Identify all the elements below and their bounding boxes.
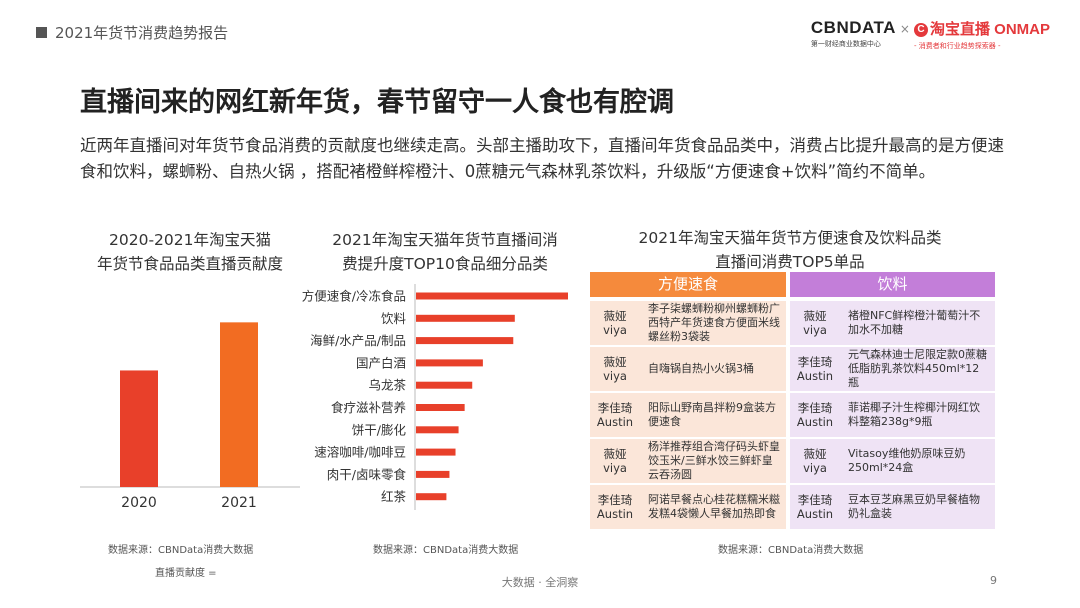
taobao-c-icon: C (913, 23, 928, 38)
product-name: 菲诺椰子汁生榨椰汁网红饮料整箱238g*9瓶 (848, 401, 980, 428)
host-name: 薇娅 viya (603, 355, 627, 383)
ytick-label: 肉干/卤味零食 (327, 467, 407, 482)
page-number: 9 (990, 574, 997, 587)
host-name: 李佳琦 Austin (596, 493, 634, 521)
host-name: 李佳琦 Austin (796, 355, 834, 383)
chart2-source: 数据来源：CBNData消费大数据 (373, 545, 519, 556)
table-header: 方便速食 (590, 272, 786, 297)
intro-paragraph: 近两年直播间对年货节食品消费的贡献度也继续走高。头部主播助攻下，直播间年货食品品… (80, 136, 1004, 181)
taobao-live-logo-text: 淘宝直播 ONMAP (929, 21, 1050, 38)
host-name: 李佳琦 Austin (796, 493, 834, 521)
ytick-label: 红茶 (381, 489, 407, 504)
hbar-7 (416, 426, 459, 434)
ytick-label: 海鲜/水产品/制品 (310, 333, 406, 348)
product-name: 李子柒螺蛳粉柳州螺蛳粉广西特产年货速食方便面米线螺丝粉3袋装 (648, 302, 780, 343)
chart2-title-line1: 2021年淘宝天猫年货节直播间消 (332, 231, 558, 249)
table-row (790, 347, 995, 391)
host-name: 李佳琦 Austin (796, 401, 834, 429)
slide-title: 直播间来的网红新年货，春节留守一人食也有腔调 (80, 87, 674, 118)
category-lift-bar-chart: 方便速食/冷冻食品饮料海鲜/水产品/制品国产白酒乌龙茶食疗滋补营养饼干/膨化速溶… (302, 284, 568, 510)
chart2-title: 2021年淘宝天猫年货节直播间消 费提升度TOP10食品细分品类 (315, 228, 575, 276)
ytick-label: 乌龙茶 (368, 378, 406, 393)
partner-logos: CBNDATA 第一财经商业数据中心 × C 淘宝直播 ONMAP - 消费者和行… (811, 18, 1050, 51)
header-square-icon (36, 27, 47, 38)
hbar-6 (416, 404, 465, 411)
ytick-label: 食疗滋补营养 (331, 400, 406, 415)
chart3-source: 数据来源：CBNData消费大数据 (718, 545, 864, 556)
ytick-label: 速溶咖啡/咖啡豆 (314, 445, 406, 460)
host-name: 薇娅 viya (803, 309, 827, 337)
bar-2021 (220, 322, 258, 487)
chart1-title: 2020-2021年淘宝天猫 年货节食品品类直播贡献度 (70, 228, 310, 276)
bar-2020 (120, 370, 158, 487)
product-name: 元气森林迪士尼限定款0蔗糖低脂肪乳茶饮料450ml*12瓶 (848, 348, 987, 389)
hbar-3 (416, 337, 514, 345)
ytick-label: 饼干/膨化 (352, 422, 407, 437)
product-name: Vitasoy维他奶原味豆奶250ml*24盒 (848, 447, 966, 474)
footer-tagline: 大数据 · 全洞察 (501, 576, 579, 589)
host-name: 李佳琦 Austin (596, 401, 634, 429)
hbar-4 (416, 359, 483, 367)
table-row (590, 301, 786, 345)
report-title: 2021年货节消费趋势报告 (55, 24, 229, 42)
product-name: 自嗨锅自热小火锅3桶 (648, 362, 754, 375)
chart3-title-line1: 2021年淘宝天猫年货节方便速食及饮料品类 (638, 229, 942, 247)
chart1-note: 直播贡献度 = (155, 568, 217, 579)
host-name: 薇娅 viya (803, 447, 827, 475)
taobao-live-logo-subtitle: - 消费者和行业趋势探索器 - (913, 42, 1001, 50)
chart1-title-line1: 2020-2021年淘宝天猫 (109, 231, 271, 249)
contribution-bar-chart: 2020 2021 (80, 322, 300, 511)
product-name: 褚橙NFC鲜榨橙汁葡萄汁不加水不加糖 (848, 309, 981, 336)
product-name: 豆本豆芝麻黑豆奶早餐植物奶礼盒装 (848, 493, 980, 520)
hbar-8 (416, 448, 456, 456)
hbar-1 (416, 292, 568, 300)
table-row (590, 393, 786, 437)
hbar-5 (416, 381, 473, 389)
top5-products-tables: 方便速食 薇娅 viya 李子柒螺蛳粉柳州螺蛳粉广西特产年货速食方便面米线螺丝粉3袋… (590, 272, 1000, 530)
table-row (590, 485, 786, 529)
product-name: 阿诺早餐点心桂花糕糯米糍发糕4袋懒人早餐加热即食 (648, 493, 780, 520)
table-row (790, 485, 995, 529)
logo-separator: × (899, 22, 910, 36)
cbndata-logo: CBNDATA 第一财经商业数据中心 (811, 18, 896, 49)
taobao-live-logo: C 淘宝直播 ONMAP - 消费者和行业趋势探索器 - (913, 18, 1050, 51)
chart3-title: 2021年淘宝天猫年货节方便速食及饮料品类 直播间消费TOP5单品 (590, 226, 990, 274)
table-row (590, 439, 786, 483)
host-name: 薇娅 viya (603, 447, 627, 475)
host-name: 薇娅 viya (603, 309, 627, 337)
table-row (790, 439, 995, 483)
chart2-title-line2: 费提升度TOP10食品细分品类 (342, 255, 548, 273)
chart1-title-line2: 年货节食品品类直播贡献度 (96, 255, 283, 273)
table-row (790, 301, 995, 345)
ytick-label: 饮料 (381, 311, 407, 326)
chart1-source: 数据来源：CBNData消费大数据 (108, 545, 254, 556)
product-name: 杨洋推荐组合湾仔码头虾皇饺玉米/三鲜水饺三鲜虾皇云吞汤圆 (648, 440, 780, 481)
ytick-label: 国产白酒 (356, 355, 406, 370)
ytick-label: 方便速食/冷冻食品 (302, 289, 406, 304)
hbar-10 (416, 493, 447, 501)
chart3-title-line2: 直播间消费TOP5单品 (715, 253, 865, 271)
hbar-9 (416, 470, 450, 478)
table-header: 饮料 (790, 272, 995, 297)
cbndata-logo-text: CBNDATA (810, 18, 896, 37)
hbar-2 (416, 314, 515, 322)
xtick-2020: 2020 (121, 495, 157, 511)
table-row (790, 393, 995, 437)
cbndata-logo-subtitle: 第一财经商业数据中心 (810, 40, 881, 48)
table-row (590, 347, 786, 391)
product-name: 阳际山野南昌拌粉9盒装方便速食 (648, 401, 776, 428)
xtick-2021: 2021 (221, 495, 257, 511)
